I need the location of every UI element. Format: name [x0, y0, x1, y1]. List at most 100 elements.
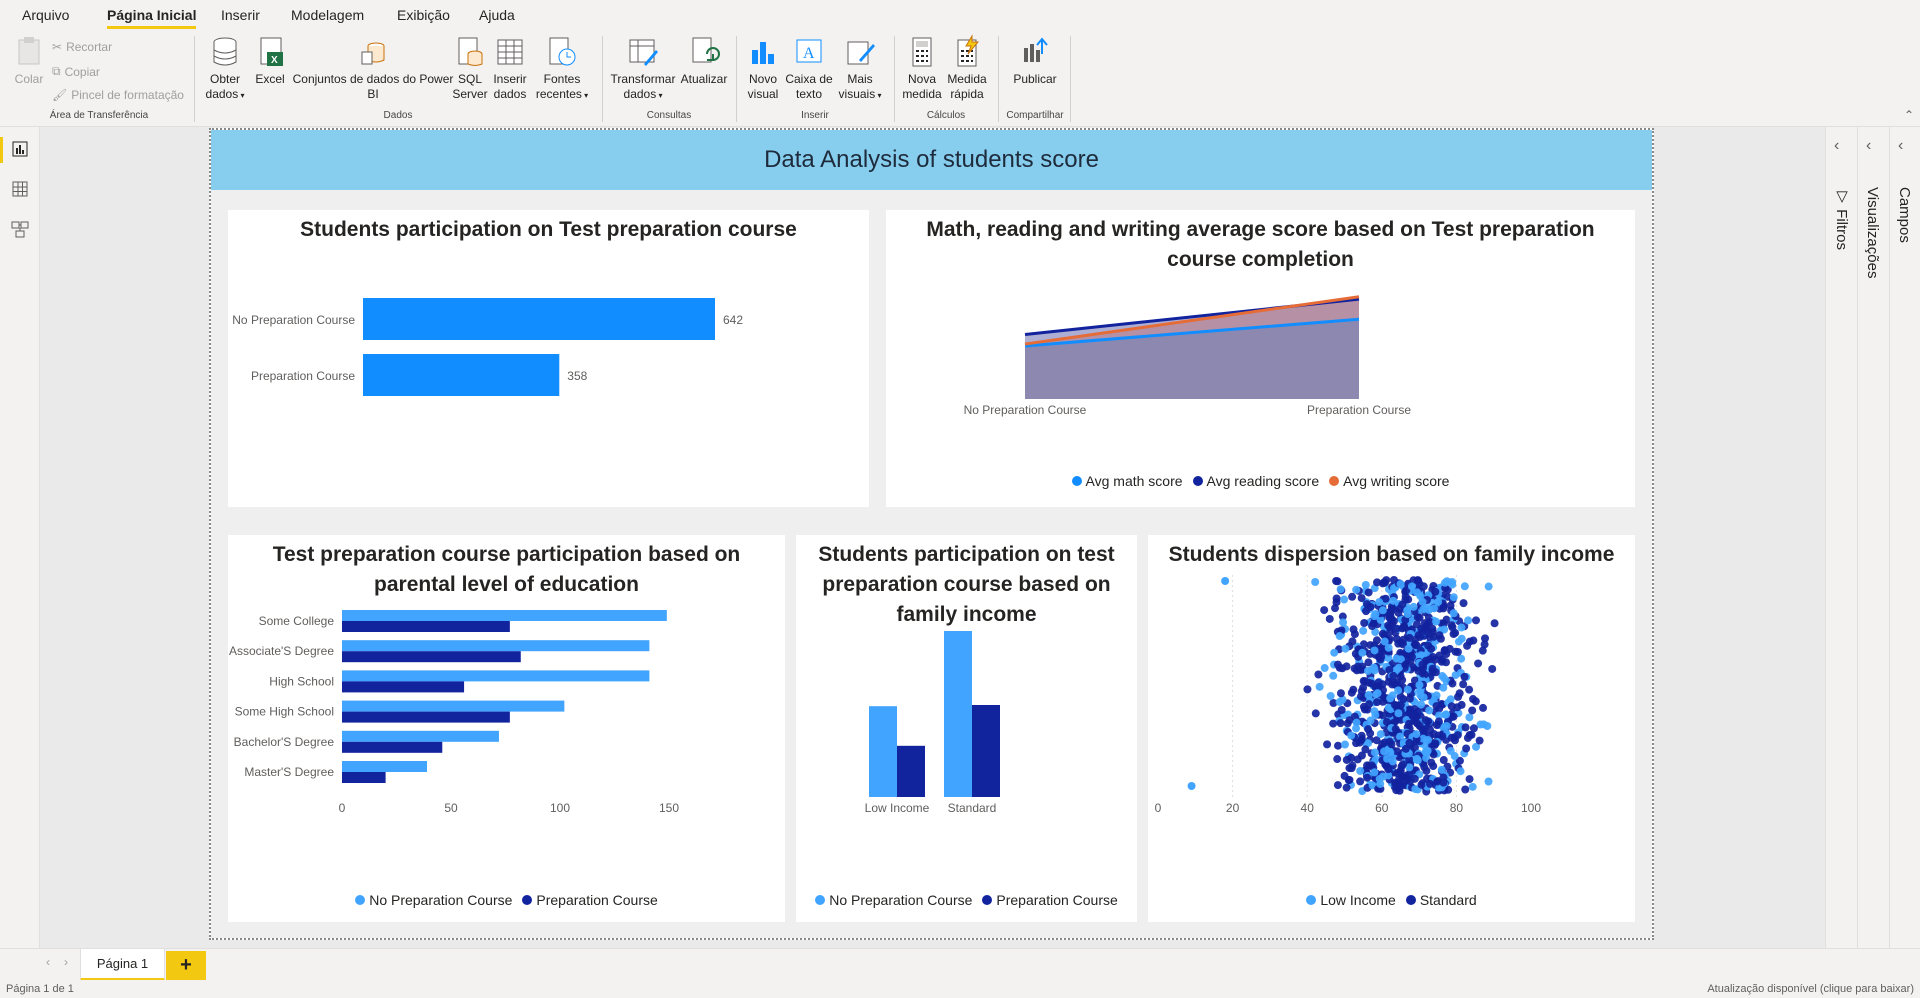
scatter-point	[1375, 598, 1384, 607]
report-view-icon[interactable]	[10, 139, 30, 159]
scatter-point	[1429, 750, 1438, 759]
scatter-point	[1361, 745, 1370, 754]
scatter-point	[1457, 700, 1466, 709]
legend-item[interactable]: Standard	[1405, 892, 1477, 908]
scatter-point	[1373, 578, 1382, 587]
tab-exibicao[interactable]: Exibição	[397, 7, 450, 23]
excel-button[interactable]: X Excel	[252, 34, 288, 87]
update-available-link[interactable]: Atualização disponível (clique para baix…	[1707, 983, 1914, 995]
scatter-point	[1425, 706, 1434, 715]
quick-measure-button[interactable]: Medida rápida	[944, 34, 990, 102]
datasets-icon	[361, 42, 385, 65]
scatter-point	[1394, 639, 1403, 648]
legend-item[interactable]: Avg math score	[1071, 473, 1183, 489]
tab-arquivo[interactable]: Arquivo	[22, 7, 70, 23]
chevron-left-icon[interactable]: ‹	[1834, 137, 1840, 154]
filters-pane[interactable]: ‹ ▽ Filtros	[1825, 127, 1857, 948]
scatter-point	[1359, 640, 1368, 649]
legend-item[interactable]: Preparation Course	[522, 892, 658, 908]
scatter-point	[1435, 711, 1444, 720]
copy-button[interactable]: ⧉ Copiar	[52, 64, 100, 79]
legend-item[interactable]: Avg writing score	[1329, 473, 1449, 489]
legend-label: Avg writing score	[1343, 473, 1450, 489]
chevron-left-icon[interactable]: ‹	[1866, 137, 1872, 154]
participation-bar-chart: No Preparation Course 642 Preparation Cour…	[232, 298, 743, 396]
bar	[363, 298, 715, 340]
scatter-point	[1430, 604, 1439, 613]
legend-item[interactable]: Avg reading score	[1192, 473, 1319, 489]
filter-icon: ▽	[1833, 187, 1850, 210]
refresh-button[interactable]: Atualizar	[678, 34, 730, 87]
svg-text:A: A	[803, 45, 815, 62]
scatter-point	[1382, 717, 1391, 726]
powerbi-datasets-button[interactable]: Conjuntos de dados do Power BI	[290, 34, 456, 102]
scatter-point	[1432, 702, 1441, 711]
scatter-point	[1457, 623, 1466, 632]
collapse-ribbon-icon[interactable]: ⌃	[1903, 108, 1914, 122]
fields-pane[interactable]: ‹ Campos	[1889, 127, 1920, 948]
format-painter-button[interactable]: 🖌 Pincel de formatação	[52, 88, 184, 102]
filters-pane-label[interactable]: ▽ Filtros	[1832, 187, 1850, 250]
new-measure-button[interactable]: Nova medida	[900, 34, 944, 102]
more-visuals-button[interactable]: Mais visuais ▾	[834, 34, 886, 103]
model-view-icon[interactable]	[10, 219, 30, 239]
more-visuals-label-1: Mais	[847, 72, 873, 86]
x-tick-label: 0	[1155, 801, 1162, 815]
visualizations-pane[interactable]: ‹ Visualizações	[1857, 127, 1889, 948]
scatter-point	[1335, 697, 1344, 706]
dispersion-visual[interactable]: Students dispersion based on family inco…	[1148, 535, 1635, 922]
enter-data-button[interactable]: Inserir dados	[490, 34, 530, 102]
sql-server-button[interactable]: SQL Server	[452, 34, 488, 102]
chevron-right-icon[interactable]: ›	[64, 955, 68, 969]
recent-sources-button[interactable]: Fontes recentes ▾	[532, 34, 592, 103]
scatter-point	[1432, 617, 1441, 626]
parental-education-visual[interactable]: Test preparation course participation ba…	[228, 535, 785, 922]
scatter-point	[1411, 785, 1420, 794]
chevron-left-icon[interactable]: ‹	[46, 955, 50, 969]
text-box-button[interactable]: A Caixa de texto	[784, 34, 834, 102]
scatter-point	[1371, 610, 1380, 619]
page-tab-1[interactable]: Página 1	[80, 949, 165, 981]
scatter-point	[1435, 651, 1444, 660]
data-view-icon[interactable]	[10, 179, 30, 199]
add-page-button[interactable]: +	[166, 951, 206, 981]
publish-button[interactable]: Publicar	[1006, 34, 1064, 87]
chevron-left-icon[interactable]: ‹	[1898, 137, 1904, 154]
legend-item[interactable]: Low Income	[1306, 892, 1396, 908]
participation-visual[interactable]: Students participation on Test preparati…	[228, 210, 869, 507]
category-label: Some College	[259, 614, 335, 628]
scatter-point	[1365, 700, 1374, 709]
legend-item[interactable]: No Preparation Course	[815, 892, 972, 908]
transform-data-button[interactable]: Transformar dados ▾	[608, 34, 678, 103]
page-tabs-bar: ‹ › Página 1 +	[0, 948, 1920, 981]
scatter-point	[1403, 606, 1412, 615]
income-visual[interactable]: Students participation on test preparati…	[796, 535, 1137, 922]
tab-inserir[interactable]: Inserir	[221, 7, 260, 23]
get-data-button[interactable]: Obter dados ▾	[200, 34, 250, 103]
scatter-point	[1376, 615, 1385, 624]
x-tick-label: 50	[444, 801, 458, 815]
avg-score-visual[interactable]: Math, reading and writing average score …	[886, 210, 1635, 507]
tab-modelagem[interactable]: Modelagem	[291, 7, 365, 23]
area-fill	[1025, 299, 1359, 399]
scatter-point	[1371, 628, 1380, 637]
paste-button[interactable]: Colar	[10, 34, 48, 87]
fields-pane-label[interactable]: Campos	[1896, 187, 1913, 243]
visualizations-pane-label[interactable]: Visualizações	[1864, 187, 1881, 279]
legend-item[interactable]: No Preparation Course	[355, 892, 512, 908]
avg-score-legend: Avg math score Avg reading score Avg wri…	[886, 473, 1635, 489]
scatter-point	[1442, 721, 1451, 730]
legend-item[interactable]: Preparation Course	[982, 892, 1118, 908]
scatter-point	[1456, 767, 1465, 776]
tab-pagina-inicial[interactable]: Página Inicial	[107, 7, 197, 29]
scatter-point	[1343, 719, 1352, 728]
tab-ajuda[interactable]: Ajuda	[479, 7, 515, 23]
new-visual-button[interactable]: Novo visual	[742, 34, 784, 102]
scatter-point	[1384, 621, 1393, 630]
scatter-point	[1405, 738, 1414, 747]
cut-button[interactable]: ✂ Recortar	[52, 40, 112, 54]
category-label: Master'S Degree	[244, 765, 334, 779]
legend-dot	[1192, 476, 1203, 486]
area-fill	[1025, 319, 1359, 399]
legend-dot	[1405, 895, 1416, 905]
